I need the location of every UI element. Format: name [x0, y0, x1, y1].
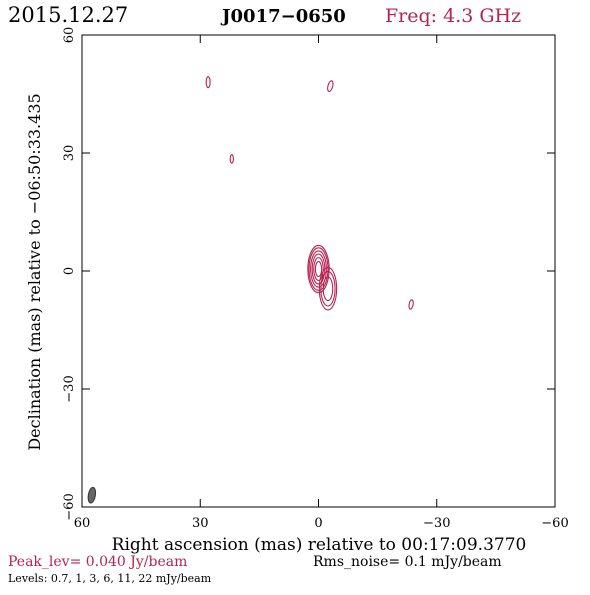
x-tick-label: −30	[423, 516, 450, 531]
y-tick-label: 30	[62, 145, 77, 162]
contour-levels: Levels: 0.7, 1, 3, 6, 11, 22 mJy/beam	[8, 572, 212, 585]
core-contour	[308, 247, 329, 291]
beam-layer	[87, 486, 97, 504]
core-contour	[314, 261, 323, 278]
core-contour	[313, 257, 324, 281]
axis-ticks	[81, 34, 556, 508]
core-contour	[307, 244, 330, 294]
x-tick-label: 60	[74, 516, 91, 531]
jet-contour	[318, 266, 338, 311]
rms-noise: Rms_noise= 0.1 mJy/beam	[313, 554, 502, 570]
x-tick-label: 30	[192, 516, 209, 531]
noise-contour	[408, 299, 414, 310]
source-name: J0017−0650	[220, 6, 346, 27]
y-tick-label: 0	[62, 267, 77, 275]
jet-contour	[320, 270, 336, 307]
observation-date: 2015.12.27	[8, 3, 128, 27]
plot-frame	[81, 34, 556, 508]
x-axis-label: Right ascension (mas) relative to 00:17:…	[112, 535, 527, 555]
noise-contour	[229, 154, 234, 164]
noise-contour	[205, 76, 211, 89]
y-tick-labels: −60 −30 0 30 60	[62, 27, 77, 521]
noise-contour	[327, 80, 334, 93]
x-tick-label: −60	[541, 516, 568, 531]
contour-layer	[205, 76, 414, 311]
x-tick-labels: 60 30 0 −30 −60	[74, 516, 569, 531]
peak-level: Peak_lev= 0.040 Jy/beam	[8, 554, 187, 570]
x-tick-label: 0	[314, 516, 322, 531]
beam-ellipse	[87, 486, 97, 504]
y-axis-label: Declination (mas) relative to −06:50:33.…	[25, 93, 44, 450]
jet-contour	[322, 276, 334, 302]
frequency-label: Freq: 4.3 GHz	[385, 5, 521, 27]
y-tick-label: −30	[62, 375, 77, 402]
y-tick-label: −60	[62, 493, 77, 520]
y-tick-label: 60	[62, 27, 77, 44]
core-contour	[310, 250, 327, 288]
